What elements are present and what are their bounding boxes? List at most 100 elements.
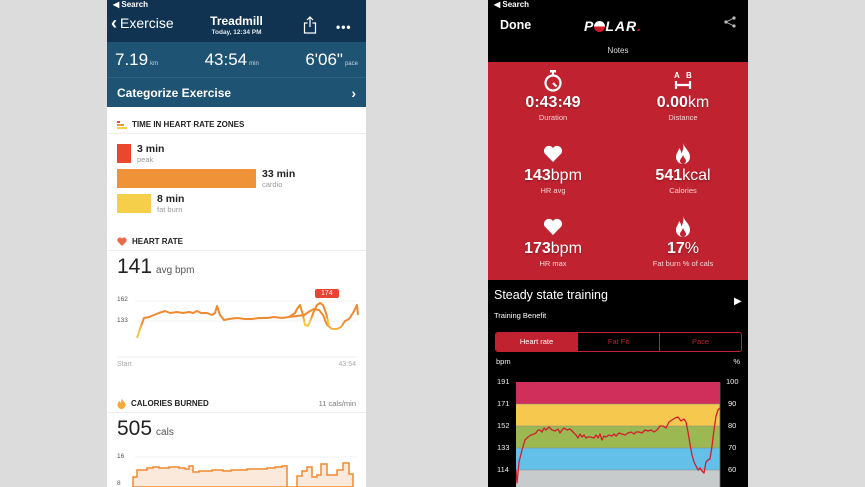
pace-value: 6'06" (305, 49, 343, 69)
metrics-panel: 0:43:49 Duration A B 0.00km Distance 143… (488, 62, 748, 280)
svg-text:A: A (674, 71, 680, 80)
metric-distance: A B 0.00km Distance (618, 70, 748, 122)
y-tick: 152 (497, 421, 510, 430)
zone-bar-fat-burn (117, 194, 151, 213)
left-unit-label: bpm (496, 357, 511, 366)
zone-bar-cardio (117, 169, 256, 188)
categorize-label: Categorize Exercise (117, 85, 232, 100)
zone-label: fat burn (157, 204, 183, 214)
heart-rate-line-right (516, 382, 721, 487)
y2-tick: 90 (728, 399, 737, 408)
calories-rate: 11 cals/min (318, 399, 356, 408)
stopwatch-icon (544, 70, 562, 92)
categorize-exercise-button[interactable]: Categorize Exercise › (107, 77, 366, 107)
zone-bar-peak (117, 144, 131, 163)
y-tick: 114 (497, 465, 509, 474)
chart-tabs: Heart rate Fat Fit Pace (495, 332, 742, 352)
y-tick: 171 (497, 399, 510, 408)
heart-rate-zone-chart (516, 382, 721, 487)
y-tick: 191 (497, 377, 510, 386)
calories-header: CALORIES BURNED 11 cals/min (107, 395, 366, 413)
distance-value: 7.19 (115, 49, 149, 69)
zone-minutes: 8 min (157, 193, 185, 205)
y-tick: 133 (497, 443, 510, 452)
right-unit-label: % (733, 357, 740, 366)
chevron-right-icon: › (351, 84, 356, 101)
hr-max-value: 173 (524, 240, 551, 257)
duration-stat: 43:54 min (205, 50, 259, 70)
status-back-search[interactable]: ◀ Search (113, 0, 149, 9)
distance-value: 0.00 (656, 94, 688, 111)
svg-text:B: B (686, 71, 692, 80)
training-benefit-label: Training Benefit (494, 311, 547, 320)
fat-burn-unit: % (684, 240, 700, 257)
back-button[interactable]: ‹ Exercise (111, 13, 174, 33)
hr-max-label: HR max (539, 259, 567, 268)
calories-unit: cals (156, 427, 174, 438)
y2-tick: 60 (728, 465, 737, 474)
logo-dot: . (637, 18, 643, 34)
hr-avg-value: 143 (524, 167, 551, 184)
zones-header: TIME IN HEART RATE ZONES (107, 116, 366, 134)
metric-fat-burn: 17% Fat burn % of cals (618, 216, 748, 268)
heart-rate-title: HEART RATE (132, 237, 183, 246)
tab-fat-fit[interactable]: Fat Fit (577, 333, 659, 351)
duration-label: Duration (538, 113, 568, 122)
chevron-left-icon: ‹ (111, 13, 117, 33)
done-button[interactable]: Done (500, 18, 532, 32)
fitbit-exercise-screen: ◀ Search ‹ Exercise Treadmill Today, 12:… (107, 0, 366, 487)
calories-total: 505 cals (107, 417, 366, 441)
fitbit-nav-bar: ◀ Search ‹ Exercise Treadmill Today, 12:… (107, 0, 366, 42)
duration-value: 43:54 (204, 49, 248, 69)
duration-value: 0:43:49 (525, 94, 581, 111)
zone-label: peak (137, 154, 154, 164)
metric-duration: 0:43:49 Duration (488, 70, 618, 122)
tab-pace[interactable]: Pace (659, 333, 741, 351)
y-tick: 8 (117, 480, 121, 487)
heart-icon (117, 237, 127, 246)
status-back-search[interactable]: ◀ Search (494, 0, 530, 9)
notes-link[interactable]: Notes (607, 46, 629, 55)
heart-rate-zones-section: TIME IN HEART RATE ZONES 3 min peak 33 m… (107, 116, 366, 228)
pace-stat: 6'06" pace (305, 50, 358, 70)
share-icon[interactable] (303, 16, 317, 34)
hr-max-unit: bpm (550, 240, 582, 257)
y2-tick: 80 (728, 421, 737, 430)
calories-value: 505 (117, 417, 153, 440)
metric-hr-avg: 143bpm HR avg (488, 143, 618, 195)
calories-label: Calories (669, 186, 697, 195)
tab-heart-rate[interactable]: Heart rate (496, 333, 577, 351)
calories-value: 541 (655, 167, 683, 184)
x-start-label: Start (117, 361, 132, 368)
heart-rate-chart (117, 300, 359, 358)
fat-burn-value: 17 (666, 240, 685, 257)
zone-minutes: 3 min (137, 143, 165, 155)
share-icon[interactable] (724, 16, 736, 28)
calories-chart (132, 456, 357, 487)
peak-badge: 174 (315, 289, 339, 298)
zone-peak: 3 min peak (117, 144, 164, 163)
metric-calories: 541kcal Calories (618, 143, 748, 195)
heart-rate-header: HEART RATE (107, 233, 366, 251)
zone-minutes: 33 min (262, 168, 296, 180)
zone-fat-burn: 8 min fat burn (117, 194, 184, 213)
zone-cardio: 33 min cardio (117, 169, 295, 188)
duration-unit: min (249, 60, 259, 67)
play-arrow-icon[interactable]: ▶ (734, 296, 742, 307)
flame-icon (676, 216, 690, 237)
heart-icon (543, 145, 563, 162)
fat-burn-label: Fat burn % of cals (652, 259, 714, 268)
training-title: Steady state training (494, 288, 608, 302)
polar-training-screen: ◀ Search Done P LAR. Notes 0:43:49 Durati… (488, 0, 748, 487)
zone-label: cardio (262, 179, 283, 189)
calories-title: CALORIES BURNED (131, 399, 209, 408)
more-icon[interactable]: ••• (336, 20, 352, 34)
pace-unit: pace (344, 60, 358, 67)
y-tick: 162 (117, 296, 128, 303)
distance-ab-icon: A B (674, 71, 692, 89)
distance-unit: km (687, 94, 710, 111)
heart-icon (543, 218, 563, 235)
distance-unit: km (150, 60, 159, 67)
y-tick: 16 (117, 453, 125, 460)
